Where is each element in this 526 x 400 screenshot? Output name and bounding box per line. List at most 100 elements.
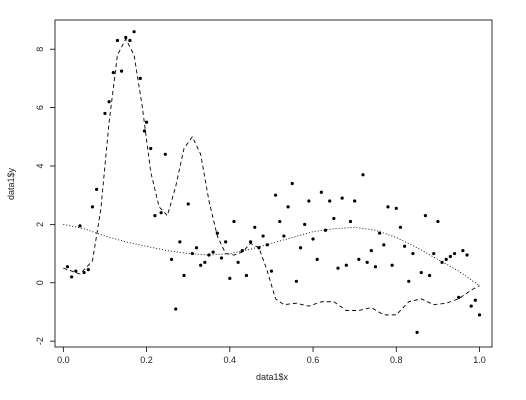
data-point	[315, 257, 319, 262]
data-point	[174, 307, 178, 311]
data-point	[253, 225, 257, 229]
data-point	[294, 279, 298, 283]
data-point	[144, 120, 149, 124]
data-point	[303, 222, 307, 226]
data-point	[290, 181, 294, 186]
data-point	[398, 225, 403, 229]
data-point	[70, 275, 74, 279]
data-point	[394, 206, 398, 210]
y-axis: -2 0 2 4 6 8	[35, 47, 55, 345]
data-point	[103, 111, 107, 116]
dashed-fit-line	[63, 38, 480, 316]
data-point	[273, 193, 278, 197]
data-point	[473, 298, 477, 302]
data-point	[336, 266, 340, 270]
data-point	[138, 76, 142, 80]
data-point	[407, 279, 411, 283]
x-tick-label: 0.8	[390, 355, 403, 365]
data-point	[353, 199, 357, 203]
data-point	[199, 263, 203, 267]
data-point	[448, 254, 452, 259]
data-point	[159, 211, 163, 215]
data-point	[169, 257, 174, 262]
data-point	[457, 295, 461, 299]
x-axis: 0.0 0.2 0.4 0.6 0.8 1.0	[57, 347, 486, 365]
y-tick-label: 0	[35, 280, 45, 285]
data-point	[115, 38, 120, 43]
data-point	[432, 251, 436, 256]
data-point	[382, 243, 386, 247]
data-point	[65, 265, 70, 269]
data-point	[163, 152, 167, 156]
data-point	[477, 313, 482, 317]
y-tick-label: 6	[35, 105, 45, 110]
data-point	[128, 38, 132, 43]
data-point	[444, 257, 448, 262]
data-point	[311, 237, 315, 241]
data-point	[111, 70, 115, 75]
data-point	[419, 270, 423, 275]
data-point	[423, 214, 428, 218]
data-point	[219, 256, 224, 260]
data-point	[90, 205, 95, 209]
x-tick-label: 0.2	[140, 355, 153, 365]
data-point	[249, 240, 253, 244]
data-point	[323, 228, 328, 232]
data-point	[307, 199, 311, 203]
data-point	[369, 249, 373, 253]
data-point	[228, 276, 232, 280]
data-point	[178, 240, 182, 244]
data-point	[411, 251, 415, 256]
data-point	[95, 187, 99, 191]
x-tick-label: 0.4	[224, 355, 237, 365]
data-point	[319, 190, 323, 194]
data-point	[211, 250, 215, 254]
data-point	[361, 173, 365, 177]
data-point	[403, 244, 407, 248]
data-point	[224, 240, 228, 244]
data-point	[390, 263, 394, 267]
data-point	[282, 234, 286, 238]
data-point	[328, 199, 332, 203]
data-point	[365, 260, 369, 264]
data-point	[298, 246, 303, 250]
data-point	[124, 35, 128, 40]
data-point	[215, 231, 219, 235]
data-point	[194, 246, 199, 250]
data-point	[469, 304, 473, 308]
dotted-fit-line	[63, 223, 480, 287]
data-point	[461, 249, 465, 253]
data-point	[348, 219, 353, 224]
y-tick-label: -2	[35, 337, 45, 345]
data-point	[269, 269, 274, 273]
data-point	[107, 100, 111, 104]
data-point	[344, 263, 348, 267]
data-point	[203, 260, 207, 264]
plot-frame	[54, 19, 493, 348]
x-tick-label: 0.6	[307, 355, 320, 365]
y-tick-label: 2	[35, 222, 45, 227]
data-point	[278, 219, 282, 224]
x-axis-label: data1$x	[256, 372, 289, 382]
x-tick-label: 1.0	[473, 355, 486, 365]
data-point	[332, 216, 336, 221]
y-tick-label: 8	[35, 47, 45, 52]
data-point	[132, 30, 136, 34]
data-point	[286, 205, 290, 209]
data-point	[153, 214, 157, 218]
data-point	[86, 268, 90, 272]
data-point	[78, 224, 82, 228]
data-point	[427, 273, 432, 278]
y-axis-label: data1$y	[6, 167, 16, 200]
data-point	[357, 257, 361, 262]
data-point	[142, 129, 147, 133]
data-point	[386, 205, 390, 209]
data-point	[149, 146, 153, 151]
data-point	[415, 330, 419, 335]
data-point	[261, 234, 265, 238]
data-point	[440, 260, 444, 264]
data-point	[452, 251, 457, 256]
data-point	[340, 196, 344, 200]
data-point	[436, 219, 440, 224]
